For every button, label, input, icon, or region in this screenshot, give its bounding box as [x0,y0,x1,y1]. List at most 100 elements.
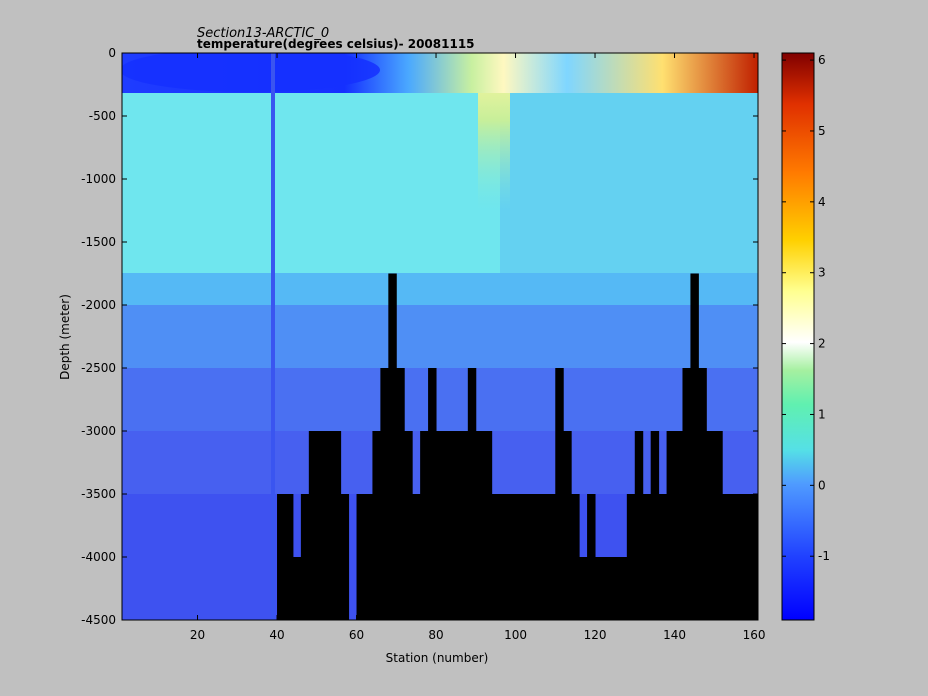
seafloor-column [420,431,429,620]
y-tick-label: -4500 [81,613,116,627]
seafloor-column [610,557,620,620]
x-tick-label: 80 [428,628,443,642]
layer-deep-2 [122,305,758,368]
seafloor-column [451,431,461,620]
seafloor-column [563,431,572,620]
seafloor-column [364,494,373,620]
colorbar-tick-label: 6 [818,53,826,67]
colorbar [781,52,815,621]
seafloor-column [475,431,485,620]
seafloor-column [308,431,318,620]
y-axis-label: Depth (meter) [58,294,72,380]
seafloor-column [579,557,588,620]
seafloor-column [587,494,596,620]
colorbar-tick-label: 5 [818,124,826,138]
seafloor-column [412,494,421,620]
seafloor-column [730,494,739,620]
seafloor-column [642,494,652,620]
y-tick-label: -4000 [81,550,116,564]
layer-deep-1 [122,273,758,305]
seafloor-column [595,557,604,620]
seafloor-column [436,431,445,620]
y-tick-label: 0 [108,46,116,60]
seafloor-column [428,368,437,620]
seafloor-column [396,368,405,620]
seafloor-column [650,431,660,620]
seafloor-column [618,557,628,620]
seafloor-column [738,494,747,620]
x-tick-label: 40 [269,628,284,642]
x-tick-label: 120 [584,628,607,642]
y-tick-label: -2000 [81,298,116,312]
seafloor-column [523,494,532,620]
y-tick-label: -3000 [81,424,116,438]
seafloor-column [380,368,389,620]
seafloor-column [499,494,509,620]
x-tick-label: 20 [190,628,205,642]
colorbar-ticks: -1 0 1 2 3 4 5 6 [782,53,830,563]
x-tick-label: 60 [349,628,364,642]
seafloor-column [658,494,668,620]
plot-area [122,53,758,620]
y-tick-label: -1500 [81,235,116,249]
seafloor-column [292,557,302,620]
seafloor-column [483,431,493,620]
seafloor-column [459,431,469,620]
seafloor-column [277,494,286,620]
seafloor-column [324,431,334,620]
y-tick-label: -2500 [81,361,116,375]
seafloor-column [626,494,636,620]
seafloor-column [284,494,294,620]
chart-title: Section13-ARCTIC_0 [197,26,329,41]
seafloor-column [722,494,731,620]
seafloor-column [634,431,644,620]
x-axis-label: Station (number) [386,651,489,665]
seafloor-column [332,431,342,620]
seafloor-column [356,494,365,620]
seafloor-column [706,431,715,620]
seafloor-column [531,494,540,620]
seafloor-column [372,431,381,620]
eastern-intermediate [500,90,758,273]
colorbar-tick-label: 3 [818,266,826,280]
seafloor-column [491,494,501,620]
seafloor-column [682,368,691,620]
y-tick-label: -1000 [81,172,116,186]
seafloor-column [300,494,310,620]
seafloor [277,273,758,620]
seafloor-column [690,273,699,620]
seafloor-column [555,368,564,620]
seafloor-column [507,494,517,620]
surface-cold-pool [122,53,380,92]
x-tick-label: 100 [504,628,527,642]
colorbar-tick-label: 1 [818,407,826,421]
y-axis: 0 -500 -1000 -1500 -2000 -2500 -3000 -3500 -4000… [81,46,758,627]
seafloor-column [547,494,556,620]
seafloor-column [666,431,676,620]
seafloor-column [467,368,477,620]
station-streak [271,53,275,620]
layer-deep-3 [122,368,758,431]
seafloor-column [602,557,612,620]
seafloor-column [404,431,413,620]
colorbar-tick-label: -1 [818,549,830,563]
seafloor-column [388,273,397,620]
seafloor-column [714,431,723,620]
seafloor-column [571,494,580,620]
seafloor-column [539,494,548,620]
seafloor-column [340,494,350,620]
seafloor-column [316,431,326,620]
y-tick-label: -500 [89,109,116,123]
x-tick-label: 140 [663,628,686,642]
colorbar-tick-label: 4 [818,195,826,209]
seafloor-column [443,431,453,620]
seafloor-column [674,431,683,620]
x-axis: 20 40 60 80 100 120 140 160 [190,53,766,642]
seafloor-column [746,494,755,620]
seafloor-column [698,368,707,620]
plot-frame [121,52,759,621]
x-tick-label: 160 [743,628,766,642]
seafloor-column [515,494,524,620]
chart-subtitle: temperature(degrees celsius)- 20081115 [197,37,475,51]
